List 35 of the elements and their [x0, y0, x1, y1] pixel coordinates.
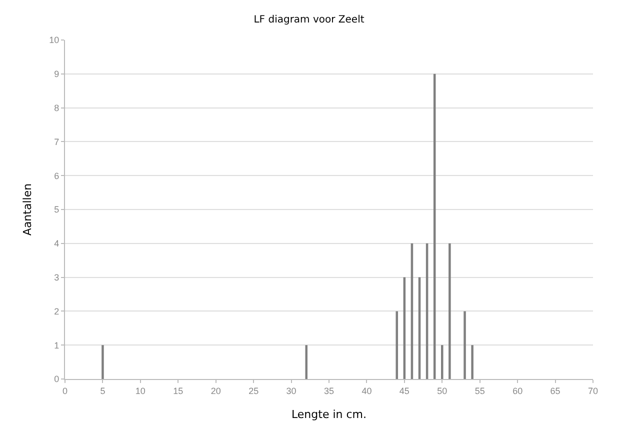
x-axis-title: Lengte in cm. [291, 408, 367, 421]
x-tick-label: 40 [362, 386, 372, 396]
bar [464, 311, 466, 379]
bar [448, 243, 451, 379]
x-tick-label: 65 [550, 386, 560, 396]
bar [102, 345, 104, 379]
y-tick-label: 8 [54, 102, 60, 113]
y-tick-label: 10 [49, 35, 60, 46]
y-axis-title: Aantallen [20, 183, 34, 236]
y-tick-label: 6 [54, 170, 60, 181]
y-tick-label: 5 [54, 204, 60, 215]
y-tick-label: 0 [54, 374, 60, 384]
x-tick-label: 35 [324, 386, 334, 396]
bar [471, 345, 474, 379]
y-tick-label: 3 [54, 272, 60, 282]
y-tick-label: 1 [54, 340, 60, 350]
x-tick-label: 25 [248, 386, 259, 396]
y-tick-label: 4 [54, 238, 60, 249]
y-tick-label: 2 [54, 306, 60, 316]
x-tick-label: 55 [474, 386, 485, 396]
bar [441, 345, 444, 379]
y-tick-label: 9 [54, 69, 60, 80]
x-tick-label: 70 [588, 386, 598, 396]
x-tick-label: 50 [437, 386, 448, 396]
x-tick-label: 60 [512, 386, 523, 396]
x-tick-label: 15 [173, 386, 184, 396]
y-tick-label: 7 [54, 136, 60, 147]
x-tick-label: 20 [210, 386, 221, 396]
x-tick-label: 30 [286, 386, 296, 396]
chart-title: LF diagram voor Zeelt [254, 14, 364, 26]
x-tick-label: 10 [135, 386, 146, 396]
x-tick-label: 45 [399, 386, 410, 396]
x-tick-label: 0 [62, 386, 68, 396]
bar [305, 345, 308, 379]
x-tick-label: 5 [100, 386, 106, 396]
